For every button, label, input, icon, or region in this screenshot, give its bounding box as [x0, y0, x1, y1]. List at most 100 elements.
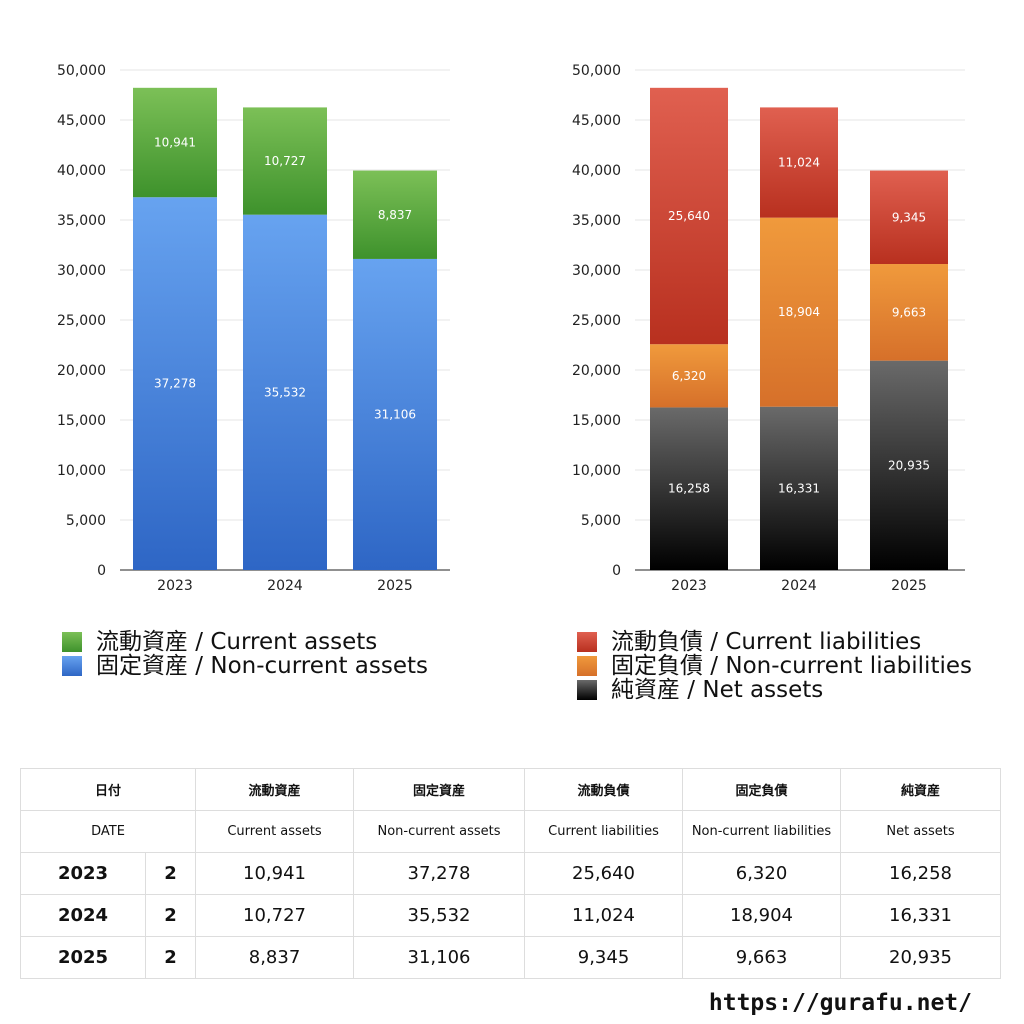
- table-header-ja: 日付 流動資産 固定資産 流動負債 固定負債 純資産: [19, 768, 1002, 811]
- y-tick-label: 5,000: [66, 513, 106, 529]
- y-tick-label: 25,000: [572, 313, 621, 329]
- bar-segment: [650, 344, 728, 408]
- y-tick-label: 0: [612, 563, 621, 579]
- header-cell: Current liabilities: [524, 810, 684, 853]
- header-cell: DATE: [19, 810, 197, 853]
- header-cell: 純資産: [840, 768, 1002, 811]
- liabilities-legend: 流動負債 / Current liabilities 固定負債 / Non-cu…: [577, 630, 972, 702]
- y-tick-label: 5,000: [581, 513, 621, 529]
- legend-item-non-current-assets: 固定資産 / Non-current assets: [62, 654, 428, 678]
- x-tick-label: 2024: [781, 578, 817, 594]
- y-tick-label: 20,000: [57, 363, 106, 379]
- bar-segment: [870, 264, 948, 361]
- data-label: 9,345: [892, 210, 926, 224]
- count-cell: 2: [144, 894, 197, 937]
- bar-segment: [650, 407, 728, 570]
- legend-label: 流動負債 / Current liabilities: [611, 629, 922, 655]
- y-tick-label: 25,000: [57, 313, 106, 329]
- value-cell: 37,278: [353, 852, 526, 895]
- data-label: 10,727: [264, 154, 306, 168]
- current-assets-swatch: [62, 632, 82, 652]
- value-cell: 31,106: [353, 936, 526, 979]
- x-tick-label: 2025: [377, 578, 413, 594]
- count-cell: 2: [144, 852, 197, 895]
- legend-label: 流動資産 / Current assets: [96, 629, 378, 655]
- data-label: 6,320: [672, 369, 706, 383]
- bar-segment: [243, 107, 327, 215]
- y-tick-label: 40,000: [572, 163, 621, 179]
- data-label: 18,904: [778, 305, 820, 319]
- y-tick-label: 35,000: [57, 213, 106, 229]
- data-label: 16,258: [668, 482, 710, 496]
- header-cell: Current assets: [195, 810, 355, 853]
- data-label: 9,663: [892, 305, 926, 319]
- legend-item-current-assets: 流動資産 / Current assets: [62, 630, 428, 654]
- legend-label: 純資産 / Net assets: [611, 677, 824, 703]
- data-label: 25,640: [668, 209, 710, 223]
- header-cell: 日付: [19, 768, 197, 811]
- bar-segment: [243, 214, 327, 570]
- header-cell: 固定負債: [682, 768, 842, 811]
- bar-segment: [650, 87, 728, 345]
- header-cell: Non-current assets: [353, 810, 526, 853]
- legend-item-net-assets: 純資産 / Net assets: [577, 678, 972, 702]
- value-cell: 20,935: [840, 936, 1002, 979]
- y-tick-label: 30,000: [572, 263, 621, 279]
- liabilities-chart: 0 5,000 10,000 15,000 20,000 25,000 30,000 35,0…: [572, 63, 965, 594]
- table-row: 2023 2 10,941 37,278 25,640 6,320 16,258: [20, 852, 1002, 895]
- value-cell: 18,904: [682, 894, 842, 937]
- table-header-en: DATE Current assets Non-current assets C…: [19, 810, 1002, 853]
- y-tick-label: 50,000: [572, 63, 621, 79]
- data-label: 16,331: [778, 481, 820, 495]
- y-tick-label: 30,000: [57, 263, 106, 279]
- value-cell: 25,640: [524, 852, 684, 895]
- y-tick-label: 15,000: [572, 413, 621, 429]
- bar-segment: [760, 406, 838, 570]
- year-cell: 2024: [20, 894, 146, 937]
- value-cell: 11,024: [524, 894, 684, 937]
- value-cell: 10,941: [195, 852, 355, 895]
- bar-segment: [353, 170, 437, 259]
- y-tick-label: 35,000: [572, 213, 621, 229]
- legend-item-current-liabilities: 流動負債 / Current liabilities: [577, 630, 972, 654]
- y-tick-label: 50,000: [57, 63, 106, 79]
- y-tick-label: 10,000: [57, 463, 106, 479]
- x-tick-label: 2023: [157, 578, 193, 594]
- header-cell: Net assets: [840, 810, 1002, 853]
- assets-chart: 0 5,000 10,000 15,000 20,000 25,000 30,000 35,0…: [57, 63, 450, 594]
- y-tick-label: 10,000: [572, 463, 621, 479]
- legend-item-non-current-liabilities: 固定負債 / Non-current liabilities: [577, 654, 972, 678]
- data-label: 8,837: [378, 208, 412, 222]
- header-cell: 流動負債: [524, 768, 684, 811]
- legend-label: 固定資産 / Non-current assets: [96, 653, 429, 679]
- y-tick-label: 45,000: [572, 113, 621, 129]
- y-tick-label: 15,000: [57, 413, 106, 429]
- value-cell: 16,258: [840, 852, 1002, 895]
- header-cell: Non-current liabilities: [682, 810, 842, 853]
- year-cell: 2025: [20, 936, 146, 979]
- table-row: 2025 2 8,837 31,106 9,345 9,663 20,935: [20, 936, 1002, 979]
- header-cell: 流動資産: [195, 768, 355, 811]
- x-tick-label: 2023: [671, 578, 707, 594]
- bar-segment: [870, 170, 948, 265]
- bar-segment: [870, 360, 948, 570]
- net-assets-swatch: [577, 680, 597, 700]
- value-cell: 6,320: [682, 852, 842, 895]
- value-cell: 9,663: [682, 936, 842, 979]
- y-tick-label: 40,000: [57, 163, 106, 179]
- header-cell: 固定資産: [353, 768, 526, 811]
- data-label: 20,935: [888, 458, 930, 472]
- y-tick-label: 20,000: [572, 363, 621, 379]
- value-cell: 9,345: [524, 936, 684, 979]
- value-cell: 10,727: [195, 894, 355, 937]
- count-cell: 2: [144, 936, 197, 979]
- non-current-liabilities-swatch: [577, 656, 597, 676]
- value-cell: 16,331: [840, 894, 1002, 937]
- data-label: 11,024: [778, 156, 820, 170]
- source-url: https://gurafu.net/: [708, 990, 972, 1016]
- data-label: 37,278: [154, 377, 196, 391]
- data-label: 35,532: [264, 385, 306, 399]
- bar-segment: [760, 217, 838, 407]
- non-current-assets-swatch: [62, 656, 82, 676]
- bar-segment: [133, 87, 217, 198]
